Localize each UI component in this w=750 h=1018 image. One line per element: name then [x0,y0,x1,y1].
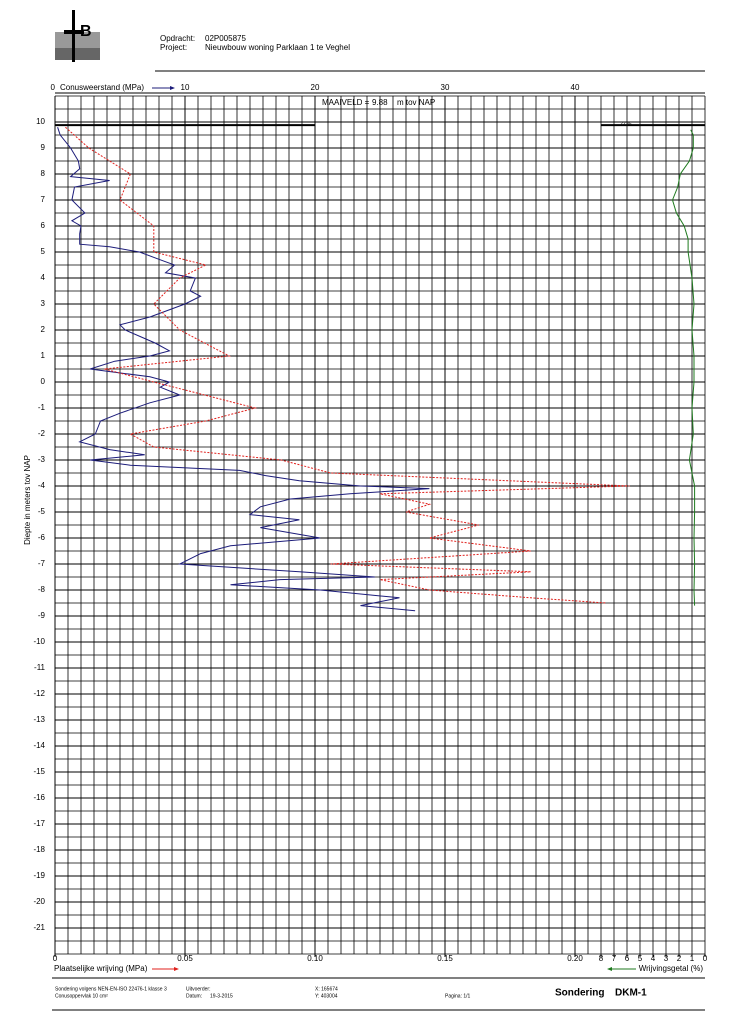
y-tick-label: 5 [41,247,46,256]
footer-executor-label: Uitvoerder: [186,986,210,992]
x2-tick-label: 0.05 [177,954,193,963]
footer-date: 19-3-2015 [210,993,233,999]
x-axis-title: Conusweerstand (MPa) [60,83,144,92]
ground-level-unit: m tov NAP [397,98,435,107]
x2-tick-label: 0.20 [567,954,583,963]
y-tick-label: -15 [33,767,45,776]
y-tick-label: 1 [41,351,46,360]
footer-x: X: 165674 [315,986,338,992]
footer-y: Y: 403004 [315,993,338,999]
y-tick-label: 2 [41,325,46,334]
y-tick-label: -6 [38,533,46,542]
y-tick-label: -14 [33,741,45,750]
project: Nieuwbouw woning Parklaan 1 te Veghel [205,43,350,52]
y-tick-label: -21 [33,923,45,932]
ground-level-label: MAAIVELD = [322,98,370,107]
footer-page: Pagina: 1/1 [445,993,471,999]
y-tick-label: -16 [33,793,45,802]
x2-tick-label: 0 [53,954,58,963]
y-tick-label: -13 [33,715,45,724]
y-tick-label: -7 [38,559,46,568]
footer-title-label: Sondering [555,988,604,999]
x2-axis-title: Plaatselijke wrijving (MPa) [54,964,148,973]
order: 02P005875 [205,34,246,43]
series-line [65,126,630,604]
svg-text:B: B [80,23,92,40]
y-tick-label: -5 [38,507,46,516]
x3-tick-label: 3 [664,954,669,963]
x-tick-label: 20 [311,83,320,92]
x3-axis-title: Wrijvingsgetal (%) [639,964,704,973]
y-tick-label: 0 [41,377,46,386]
y-tick-label: 10 [36,117,45,126]
x2-tick-label: 0.15 [437,954,453,963]
logo: B [55,10,100,62]
y-tick-label: -19 [33,871,45,880]
footer-title-id: DKM-1 [615,988,647,999]
y-tick-label: -10 [33,637,45,646]
x-tick-label: 30 [441,83,450,92]
x3-tick-label: 4 [651,954,656,963]
y-tick-label: -8 [38,585,46,594]
y-tick-label: -4 [38,481,46,490]
x3-tick-label: 8 [599,954,604,963]
y-tick-label: 9 [41,143,46,152]
y-tick-label: -17 [33,819,45,828]
y-tick-label: -3 [38,455,46,464]
y-tick-label: 3 [41,299,46,308]
y-tick-label: 8 [41,169,46,178]
x3-tick-label: 6 [625,954,630,963]
y-tick-label: -1 [38,403,46,412]
x3-tick-label: 1 [690,954,695,963]
y-tick-label: -20 [33,897,45,906]
y-tick-label: -9 [38,611,46,620]
y-tick-label: -11 [34,663,46,672]
arrows [152,86,636,971]
x3-tick-label: 5 [638,954,643,963]
x-tick-label: 10 [181,83,190,92]
y-tick-label: -18 [33,845,45,854]
footer-cone-area: Conusoppervlak 10 cm² [55,993,108,999]
y-tick-label: 4 [41,273,46,282]
x-tick-label: 40 [571,83,580,92]
y-tick-label: 6 [41,221,46,230]
series-line [671,129,696,606]
y-tick-label: -12 [33,689,45,698]
project-label: Project: [160,43,187,52]
order-label: Opdracht: [160,34,195,43]
x-tick-label: 0 [51,83,56,92]
x3-tick-label: 7 [612,954,617,963]
y-tick-label: -2 [38,429,46,438]
x2-tick-label: 0.10 [307,954,323,963]
x3-tick-label: 2 [677,954,682,963]
footer-standard: Sondering volgens NEN-EN-ISO 22476-1 kla… [55,986,167,992]
footer-date-label: Datum: [186,993,202,999]
y-tick-label: 7 [41,195,46,204]
x3-tick-label: 0 [703,954,708,963]
series-line [57,127,430,612]
y-axis-title: Diepte in meters tov NAP [23,455,32,545]
